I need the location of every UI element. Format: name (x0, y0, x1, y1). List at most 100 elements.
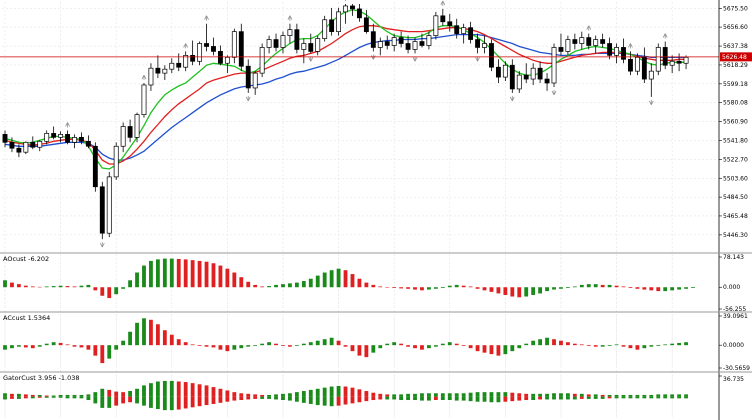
gator-lower-bar (267, 396, 271, 399)
gator-upper-bar (385, 394, 390, 397)
candle-down (294, 29, 300, 50)
gator-lower-bar (621, 396, 626, 399)
ao-bar (531, 287, 536, 295)
gator-lower-bar (433, 396, 438, 401)
gator-lower-bar (308, 396, 313, 404)
gator-upper-bar (183, 382, 188, 397)
ac-bar (572, 343, 577, 346)
ac-bar (565, 342, 570, 346)
ao-bar (142, 265, 146, 288)
gator-lower-bar (517, 396, 522, 401)
gator-upper-bar (86, 394, 91, 397)
gator-upper-bar (482, 392, 487, 397)
candle-down (127, 126, 133, 138)
price-axis-label: 5618.29 (723, 62, 748, 69)
ac-bar (72, 345, 77, 347)
candle-up (141, 84, 147, 115)
gator-lower-bar (218, 396, 223, 403)
ao-bar (329, 270, 334, 288)
gator-lower-bar (274, 396, 278, 400)
ao-bar (489, 287, 494, 292)
candle-down (273, 39, 279, 48)
gator-upper-bar (503, 392, 508, 397)
fractal-up-arrow (287, 15, 293, 21)
gator-upper-bar (614, 394, 619, 397)
ao-bar (121, 287, 126, 289)
gator-lower-bar (260, 396, 265, 399)
gator-upper-bar (552, 393, 556, 397)
gator-lower-bar (350, 396, 355, 404)
ac-bar (301, 343, 306, 346)
candle-up (482, 43, 487, 48)
candle-down (99, 186, 105, 234)
candle-up (634, 56, 640, 72)
gator-lower-bar (72, 396, 77, 399)
ao-bar (176, 258, 181, 288)
gator-upper-bar (149, 383, 153, 397)
gator-upper-bar (23, 394, 28, 397)
candle-down (350, 5, 355, 10)
gator-upper-bar (628, 394, 633, 397)
candle-up (169, 62, 175, 70)
ao-bar (100, 287, 105, 296)
gator-upper-bar (30, 394, 35, 397)
gator-lower-bar (614, 396, 619, 399)
gator-upper-bar (364, 391, 369, 397)
ac-bar (628, 345, 633, 349)
gator-lower-bar (121, 396, 126, 404)
candle-down (468, 27, 474, 40)
ac-bar (406, 345, 410, 347)
candle-up (120, 126, 126, 147)
candle-down (211, 46, 216, 52)
candle-up (231, 31, 237, 58)
candle-up (336, 11, 342, 32)
gator-lower-bar (288, 396, 292, 401)
fractal-down-arrow (245, 95, 251, 102)
ao-bar (93, 287, 98, 291)
ao-bar (204, 261, 209, 288)
gator-upper-bar (211, 387, 216, 397)
ac-bar (315, 340, 320, 346)
gator-lower-bar (281, 396, 285, 401)
gator-upper-bar (315, 388, 320, 397)
candle-down (370, 31, 376, 48)
candle-up (58, 134, 64, 138)
ao-bar (649, 287, 654, 291)
ac-bar (454, 343, 459, 346)
gator-upper-bar (579, 393, 584, 397)
ao-bar (371, 284, 376, 288)
candle-up (113, 145, 119, 178)
ac-bar (475, 345, 480, 352)
fractal-up-arrow (183, 43, 189, 49)
ac-bar (538, 339, 543, 346)
gator-lower-bar (663, 396, 668, 399)
ac-axis-label: -30.5659 (723, 365, 750, 372)
gator-lower-bar (232, 396, 237, 401)
gator-upper-bar (399, 394, 404, 397)
ao-bar (621, 286, 626, 288)
gator-upper-bar (294, 392, 299, 397)
ac-bar (281, 345, 285, 346)
gator-lower-bar (677, 396, 682, 399)
gator-upper-bar (142, 385, 146, 397)
gator-lower-bar (489, 396, 494, 403)
price-axis-label: 5446.30 (723, 232, 748, 239)
ac-bar (211, 345, 216, 348)
ao-bar (524, 287, 529, 297)
candle-down (329, 19, 335, 32)
gator-lower-bar (510, 396, 515, 402)
gator-upper-bar (475, 392, 480, 397)
ac-bar (663, 344, 668, 346)
gator-lower-bar (392, 396, 397, 400)
gator-lower-bar (16, 396, 21, 399)
ac-bar (385, 343, 390, 346)
candle-down (447, 21, 453, 27)
gator-lower-bar (315, 396, 320, 406)
candle-up (579, 37, 585, 44)
gator-upper-bar (3, 393, 7, 397)
ao-bar (357, 278, 362, 288)
ac-bar (183, 342, 188, 346)
gator-lower-bar (294, 396, 299, 402)
ac-bar (440, 343, 445, 346)
gator-upper-bar (155, 381, 160, 397)
